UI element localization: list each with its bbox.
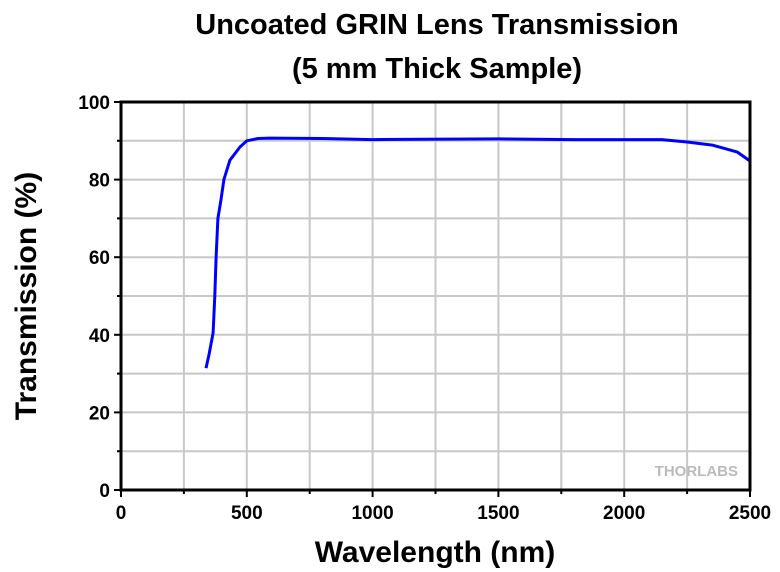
plot-frame bbox=[119, 100, 752, 492]
x-tick-label: 2000 bbox=[603, 503, 645, 524]
chart-subtitle: (5 mm Thick Sample) bbox=[292, 53, 582, 85]
chart-title: Uncoated GRIN Lens Transmission bbox=[195, 9, 678, 41]
y-tick-label: 20 bbox=[89, 403, 110, 424]
x-axis-label: Wavelength (nm) bbox=[315, 536, 556, 569]
y-tick-label: 100 bbox=[78, 93, 110, 114]
x-tick-label: 0 bbox=[116, 503, 127, 524]
series-line-transmission bbox=[204, 136, 751, 369]
grid bbox=[121, 102, 750, 490]
x-tick-label: 1500 bbox=[477, 503, 519, 524]
axis-ticks: 0 500 1000 1500 2000 2500 0 20 40 60 80 100 bbox=[78, 93, 771, 524]
x-tick-label: 2500 bbox=[729, 503, 771, 524]
y-tick-label: 40 bbox=[89, 326, 110, 347]
x-tick-label: 500 bbox=[231, 503, 263, 524]
x-tick-label: 1000 bbox=[351, 503, 393, 524]
y-tick-label: 60 bbox=[89, 248, 110, 269]
y-tick-label: 0 bbox=[99, 481, 110, 502]
y-tick-label: 80 bbox=[89, 171, 110, 192]
thorlabs-watermark: THORLABS bbox=[655, 463, 738, 480]
y-axis-label: Transmission (%) bbox=[10, 172, 43, 420]
